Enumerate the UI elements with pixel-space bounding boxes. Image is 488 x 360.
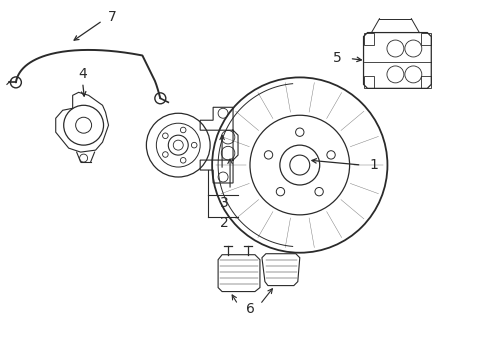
Bar [363,32,373,45]
Text: 2: 2 [219,216,228,230]
Text: 1: 1 [369,158,378,172]
Bar [421,76,430,88]
Text: 6: 6 [245,302,254,316]
Bar [363,76,373,88]
Bar [421,32,430,45]
Text: 7: 7 [108,10,117,24]
Text: 3: 3 [219,196,228,210]
Text: 5: 5 [332,51,341,66]
Text: 4: 4 [78,67,87,81]
